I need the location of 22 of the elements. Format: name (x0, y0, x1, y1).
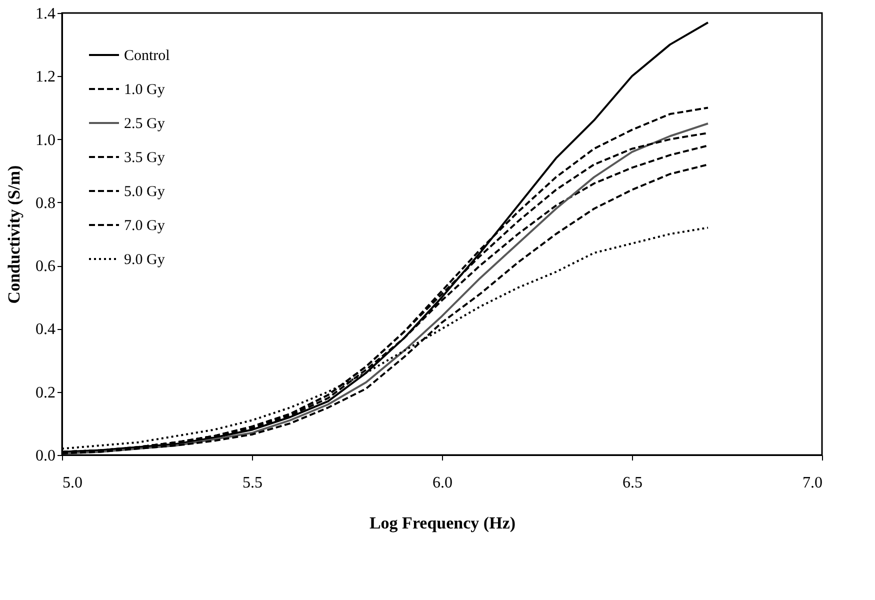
x-axis-title: Log Frequency (Hz) (369, 514, 516, 532)
y-tick-label: 0.0 (36, 448, 56, 464)
y-tick-label: 0.6 (36, 258, 56, 276)
x-tick-label: 6.0 (432, 474, 452, 492)
legend-label: 7.0 Gy (124, 218, 166, 234)
legend-label: 2.5 Gy (124, 116, 166, 132)
legend-label: 9.0 Gy (124, 252, 166, 268)
x-tick-label: 7.0 (802, 474, 822, 492)
y-tick-label: 1.2 (36, 68, 56, 86)
y-tick-label: 0.2 (36, 384, 56, 402)
x-tick-label: 5.5 (242, 474, 262, 492)
x-tick-label: 6.5 (622, 474, 642, 492)
legend-label: Control (124, 48, 170, 64)
y-tick-label: 1.4 (36, 6, 56, 22)
legend-label: 5.0 Gy (124, 184, 166, 200)
legend-label: 3.5 Gy (124, 150, 166, 166)
y-tick-label: 0.4 (36, 321, 56, 338)
y-tick-label: 1.0 (36, 132, 56, 149)
y-tick-label: 0.8 (36, 194, 56, 212)
legend-label: 1.0 Gy (124, 82, 166, 98)
x-tick-label: 5.0 (62, 474, 82, 492)
y-axis-title: Conductivity (S/m) (4, 165, 24, 304)
